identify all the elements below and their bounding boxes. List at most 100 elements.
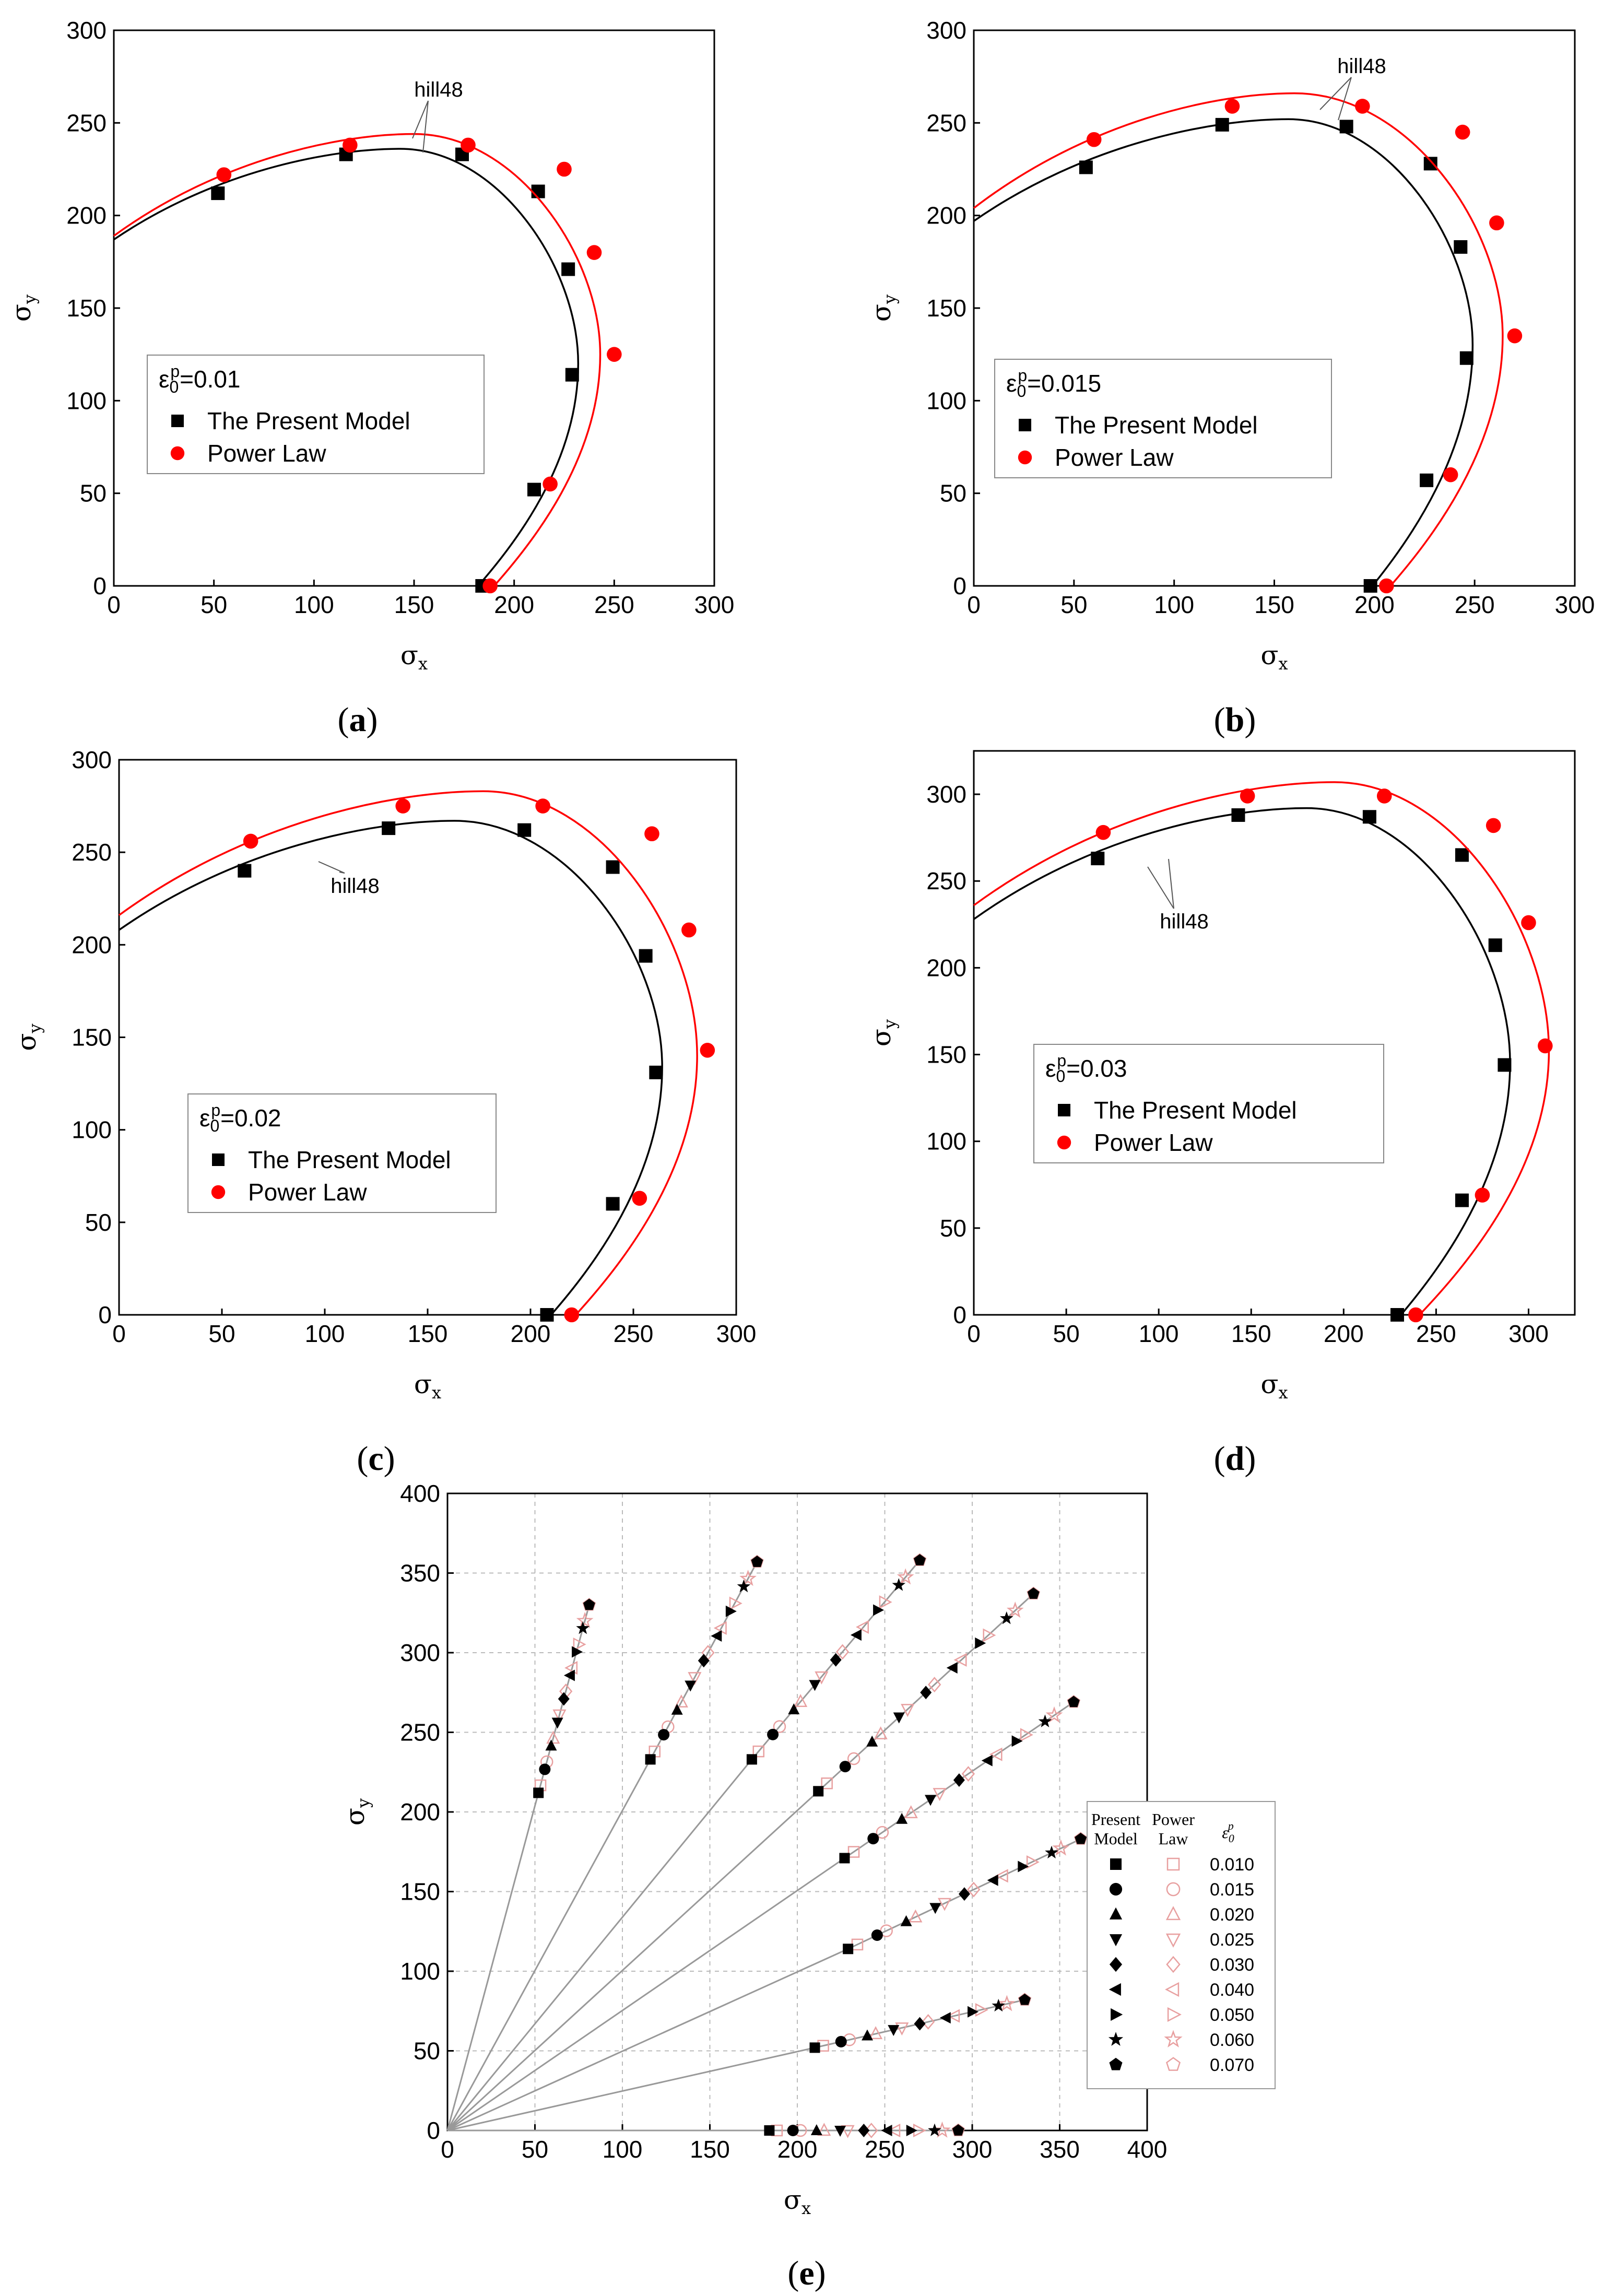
y-tick-label: 250 [926, 867, 966, 894]
present-model-marker [939, 2012, 951, 2024]
hill48-leader [318, 861, 345, 874]
power-law-open-marker [773, 1720, 786, 1733]
power-law-open-marker [546, 1730, 560, 1744]
x-tick-label: 150 [690, 2136, 730, 2163]
x-tick-label: 100 [305, 1320, 345, 1347]
present-model-point [1362, 810, 1376, 824]
present-model-point [639, 949, 653, 963]
power-law-point [1240, 788, 1255, 804]
legend: ε0p=0.01 The Present Model Power Law [147, 355, 485, 474]
legend-power-law-marker [1018, 450, 1032, 465]
x-tick-label: 0 [441, 2136, 454, 2163]
legend-strain-label: ε0p=0.01 [159, 362, 241, 396]
loading-path-ray [446, 1791, 819, 2132]
x-tick-label: 200 [1324, 1320, 1364, 1347]
legend-box [147, 355, 485, 474]
power-law-open-marker [921, 2014, 935, 2030]
x-tick-label: 300 [716, 1320, 757, 1347]
present-model-curve [118, 820, 663, 1316]
present-model-marker [572, 1646, 583, 1658]
power-law-point [1095, 825, 1111, 840]
y-tick-label: 200 [72, 931, 112, 958]
power-law-open-marker [739, 1570, 757, 1586]
present-model-marker [914, 1554, 926, 1565]
x-axis-label: σx [784, 2185, 811, 2218]
power-law-open-marker [961, 1766, 975, 1782]
power-law-open-marker [729, 1596, 742, 1610]
power-law-open-marker [573, 1638, 586, 1652]
x-tick-label: 250 [865, 2136, 905, 2163]
present-model-marker [958, 1887, 970, 1901]
y-tick-label: 300 [926, 17, 966, 44]
power-law-open-marker [564, 1661, 578, 1675]
legend-power-law-label: Power Law [1094, 1129, 1213, 1156]
panel-b: 0 50 100 150 200 250 300 0 50 100 150 200 250 300 σx σy… [866, 17, 1595, 739]
panel-d-caption: (d) [1214, 1440, 1256, 1478]
present-model-marker [533, 1787, 544, 1798]
present-model-marker [1018, 1861, 1029, 1873]
present-model-marker [576, 1621, 590, 1634]
x-axis-label: σx [1260, 640, 1288, 674]
power-law-point [1486, 818, 1501, 833]
y-tick-label: 0 [953, 572, 966, 599]
power-law-point [1355, 99, 1370, 114]
hill48-leader [1319, 77, 1352, 110]
legend-e-power-header: Power [1152, 1810, 1195, 1829]
loading-path-ray [446, 1759, 753, 2131]
plot-frame [113, 29, 715, 587]
y-tick-label: 300 [926, 781, 966, 808]
x-tick-label: 200 [511, 1320, 551, 1347]
present-model-point [517, 823, 532, 837]
power-law-open-marker [953, 1653, 967, 1667]
present-model-marker [968, 2006, 979, 2018]
panel-b-caption: (b) [1214, 701, 1256, 739]
power-law-open-marker [904, 1805, 918, 1819]
power-law-open-marker [947, 2009, 960, 2023]
legend-present-model-marker [1019, 419, 1031, 431]
present-model-point [649, 1065, 663, 1079]
legend-e-level-label: 0.010 [1210, 1855, 1254, 1875]
present-model-marker [873, 1604, 885, 1616]
y-tick-label: 50 [85, 1209, 112, 1236]
power-law-point [1538, 1038, 1553, 1054]
y-tick-label: 100 [926, 1128, 966, 1155]
y-tick-label: 300 [66, 17, 107, 44]
legend-e-present-marker [1111, 2008, 1123, 2021]
legend-box [187, 1093, 497, 1213]
legend: ε0p=0.02 The Present Model Power Law [187, 1093, 497, 1213]
power-law-point [1376, 788, 1392, 804]
present-model-point [1215, 117, 1229, 132]
present-model-curve [973, 118, 1474, 587]
present-model-marker [563, 1669, 575, 1681]
y-tick-label: 200 [926, 202, 966, 229]
present-model-marker [809, 2042, 820, 2053]
power-law-open-marker [841, 2125, 855, 2138]
legend-e-present-marker [1108, 2032, 1124, 2046]
legend-power-law-marker [1057, 1135, 1071, 1150]
x-tick-label: 400 [1127, 2136, 1168, 2163]
x-tick-label: 200 [777, 2136, 818, 2163]
y-tick-label: 200 [926, 954, 966, 981]
legend-e-power-marker [1166, 1956, 1181, 1973]
present-model-marker [914, 2017, 926, 2031]
y-tick-label: 200 [66, 202, 107, 229]
present-model-marker [1075, 1832, 1087, 1844]
present-model-marker [698, 1654, 710, 1668]
legend-box [994, 359, 1332, 478]
power-law-point [1521, 915, 1536, 931]
present-model-marker [843, 1944, 854, 1954]
x-axis-label: σx [400, 640, 428, 674]
present-model-point [1390, 1308, 1405, 1322]
plot-frame [973, 750, 1576, 1316]
y-axis-label: σy [866, 295, 900, 322]
legend-power-law-label: Power Law [1055, 444, 1174, 471]
hill48-annotation: hill48 [1160, 910, 1208, 933]
legend-present-model-label: The Present Model [1055, 411, 1258, 439]
legend: ε0p=0.03 The Present Model Power Law [1033, 1044, 1384, 1163]
power-law-open-marker [856, 1620, 869, 1634]
power-law-open-marker [998, 1995, 1016, 2011]
present-model-marker [810, 2124, 822, 2135]
power-law-open-marker [933, 1788, 947, 1802]
power-law-curve [973, 781, 1550, 1316]
legend-e-present-marker [1110, 1858, 1122, 1870]
